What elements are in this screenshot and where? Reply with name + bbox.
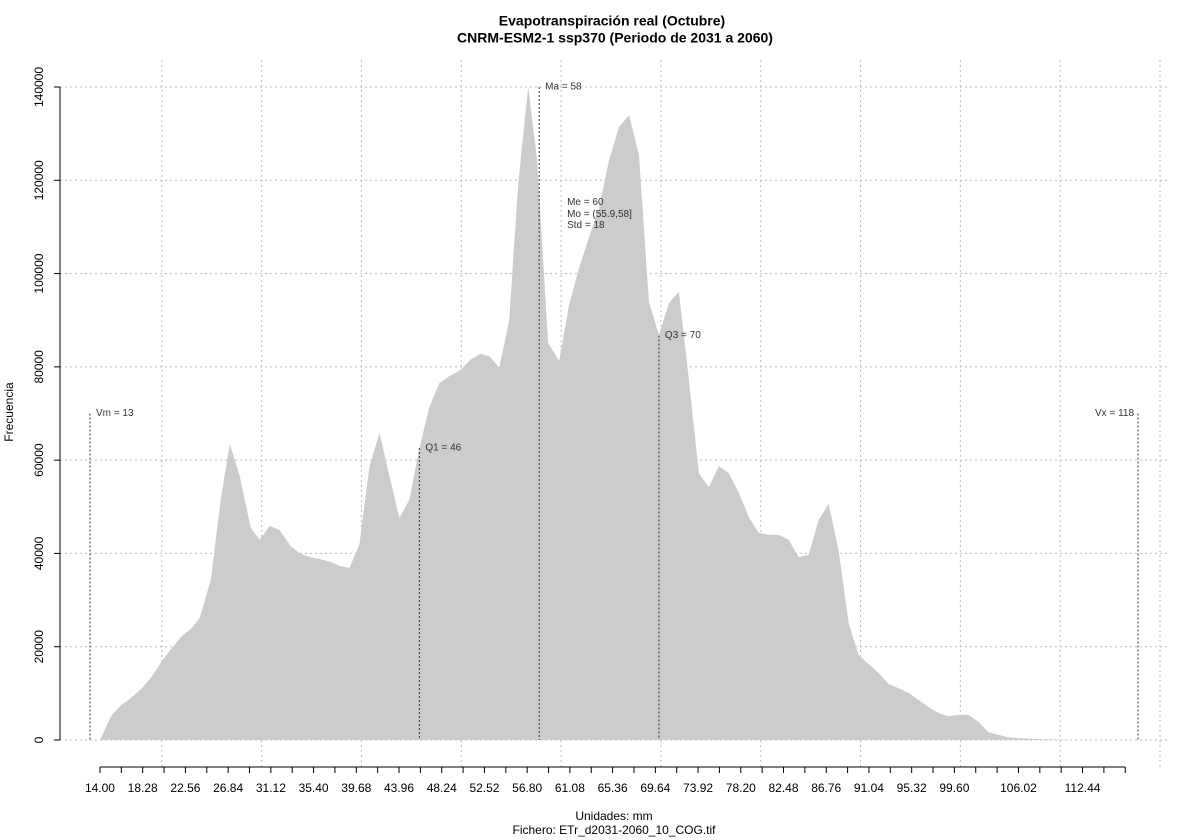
y-tick-label: 120000	[32, 160, 46, 200]
y-axis-label: Frecuencia	[2, 382, 16, 442]
annotation-label: Ma = 58	[545, 82, 582, 93]
x-tick-label: 35.40	[299, 781, 329, 795]
y-tick-label: 140000	[32, 67, 46, 107]
x-tick-label: 78.20	[726, 781, 756, 795]
caption: Fichero: ETr_d2031-2060_10_COG.tif	[513, 823, 717, 837]
x-tick-label: 31.12	[256, 781, 286, 795]
x-tick-label: 48.24	[427, 781, 457, 795]
annotation-label: Q1 = 46	[425, 443, 461, 454]
x-tick-label: 61.08	[555, 781, 585, 795]
x-axis-label: Unidades: mm	[575, 809, 652, 823]
y-tick-label: 80000	[32, 350, 46, 384]
x-tick-label: 43.96	[384, 781, 414, 795]
chart-subtitle: CNRM-ESM2-1 ssp370 (Periodo de 2031 a 20…	[457, 30, 773, 46]
x-tick-label: 73.92	[683, 781, 713, 795]
x-tick-label: 26.84	[213, 781, 243, 795]
y-tick-label: 100000	[32, 253, 46, 293]
x-tick-label: 95.32	[897, 781, 927, 795]
x-tick-label: 56.80	[512, 781, 542, 795]
x-tick-label: 86.76	[811, 781, 841, 795]
x-tick-label: 39.68	[341, 781, 371, 795]
x-tick-label: 112.44	[1065, 781, 1101, 795]
area	[99, 87, 1127, 740]
annotation-label: Vx = 118	[1095, 408, 1134, 419]
annotation-label: Me = 60	[567, 197, 604, 208]
y-tick-label: 40000	[32, 536, 46, 570]
chart-title: Evapotranspiración real (Octubre)	[499, 13, 725, 29]
x-tick-label: 91.04	[854, 781, 884, 795]
x-tick-label: 106.02	[1000, 781, 1037, 795]
x-tick-label: 52.52	[469, 781, 499, 795]
annotation-label: Q3 = 70	[665, 330, 701, 341]
x-tick-label: 65.36	[598, 781, 628, 795]
y-tick-label: 20000	[32, 630, 46, 664]
x-tick-label: 22.56	[170, 781, 200, 795]
x-tick-label: 82.48	[768, 781, 798, 795]
x-tick-label: 99.60	[939, 781, 969, 795]
x-tick-label: 69.64	[640, 781, 670, 795]
y-tick-label: 0	[32, 736, 46, 743]
annotation-label: Vm = 13	[96, 408, 134, 419]
annotation-label: Mo = (55.9,58]	[567, 209, 632, 220]
annotation-label: Std = 18	[567, 220, 605, 231]
x-tick-label: 14.00	[85, 781, 115, 795]
y-tick-label: 60000	[32, 443, 46, 477]
x-tick-label: 18.28	[128, 781, 158, 795]
